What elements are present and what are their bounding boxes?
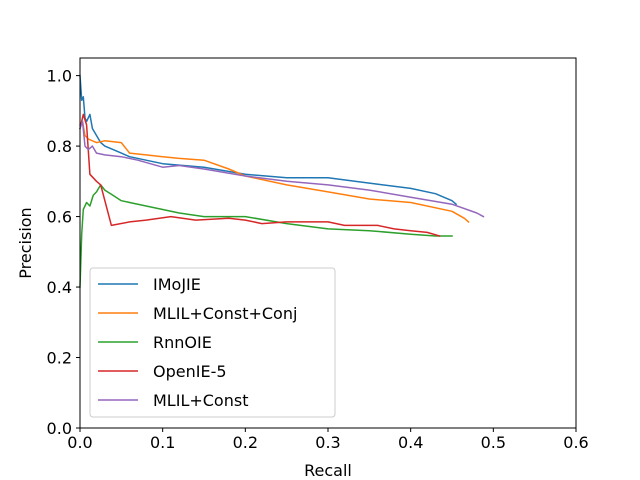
legend-label-3: OpenIE-5 bbox=[153, 362, 227, 381]
x-tick-label: 0.6 bbox=[563, 433, 588, 452]
x-axis-title: Recall bbox=[304, 461, 352, 480]
x-axis-ticks: 0.0 0.1 0.2 0.3 0.4 0.5 0.6 bbox=[67, 428, 589, 452]
y-axis-title: Precision bbox=[16, 207, 35, 278]
x-tick-label: 0.3 bbox=[315, 433, 340, 452]
series-line-2 bbox=[79, 184, 453, 288]
legend-label-1: MLIL+Const+Conj bbox=[153, 304, 297, 323]
series-layer bbox=[78, 74, 485, 288]
legend: IMoJIE MLIL+Const+Conj RnnOIE OpenIE-5 MLIL+… bbox=[89, 267, 336, 418]
y-tick-label: 0.4 bbox=[47, 278, 72, 297]
x-tick-label: 0.4 bbox=[398, 433, 423, 452]
legend-label-2: RnnOIE bbox=[153, 333, 212, 352]
legend-box bbox=[89, 267, 336, 418]
y-tick-label: 0.8 bbox=[47, 137, 72, 156]
legend-label-4: MLIL+Const bbox=[153, 391, 248, 410]
series-line-4 bbox=[79, 120, 485, 218]
series-line-3 bbox=[79, 113, 441, 237]
x-tick-label: 0.0 bbox=[67, 433, 92, 452]
x-tick-label: 0.2 bbox=[233, 433, 258, 452]
legend-label-0: IMoJIE bbox=[153, 275, 201, 294]
series-line-0 bbox=[79, 74, 458, 206]
y-tick-label: 1.0 bbox=[47, 67, 72, 86]
y-axis-ticks: 0.0 0.2 0.4 0.6 0.8 1.0 bbox=[47, 67, 80, 438]
series-line-1 bbox=[78, 120, 470, 223]
y-tick-label: 0.0 bbox=[47, 419, 72, 438]
x-tick-label: 0.1 bbox=[150, 433, 175, 452]
x-tick-label: 0.5 bbox=[481, 433, 506, 452]
y-tick-label: 0.2 bbox=[47, 349, 72, 368]
y-tick-label: 0.6 bbox=[47, 208, 72, 227]
